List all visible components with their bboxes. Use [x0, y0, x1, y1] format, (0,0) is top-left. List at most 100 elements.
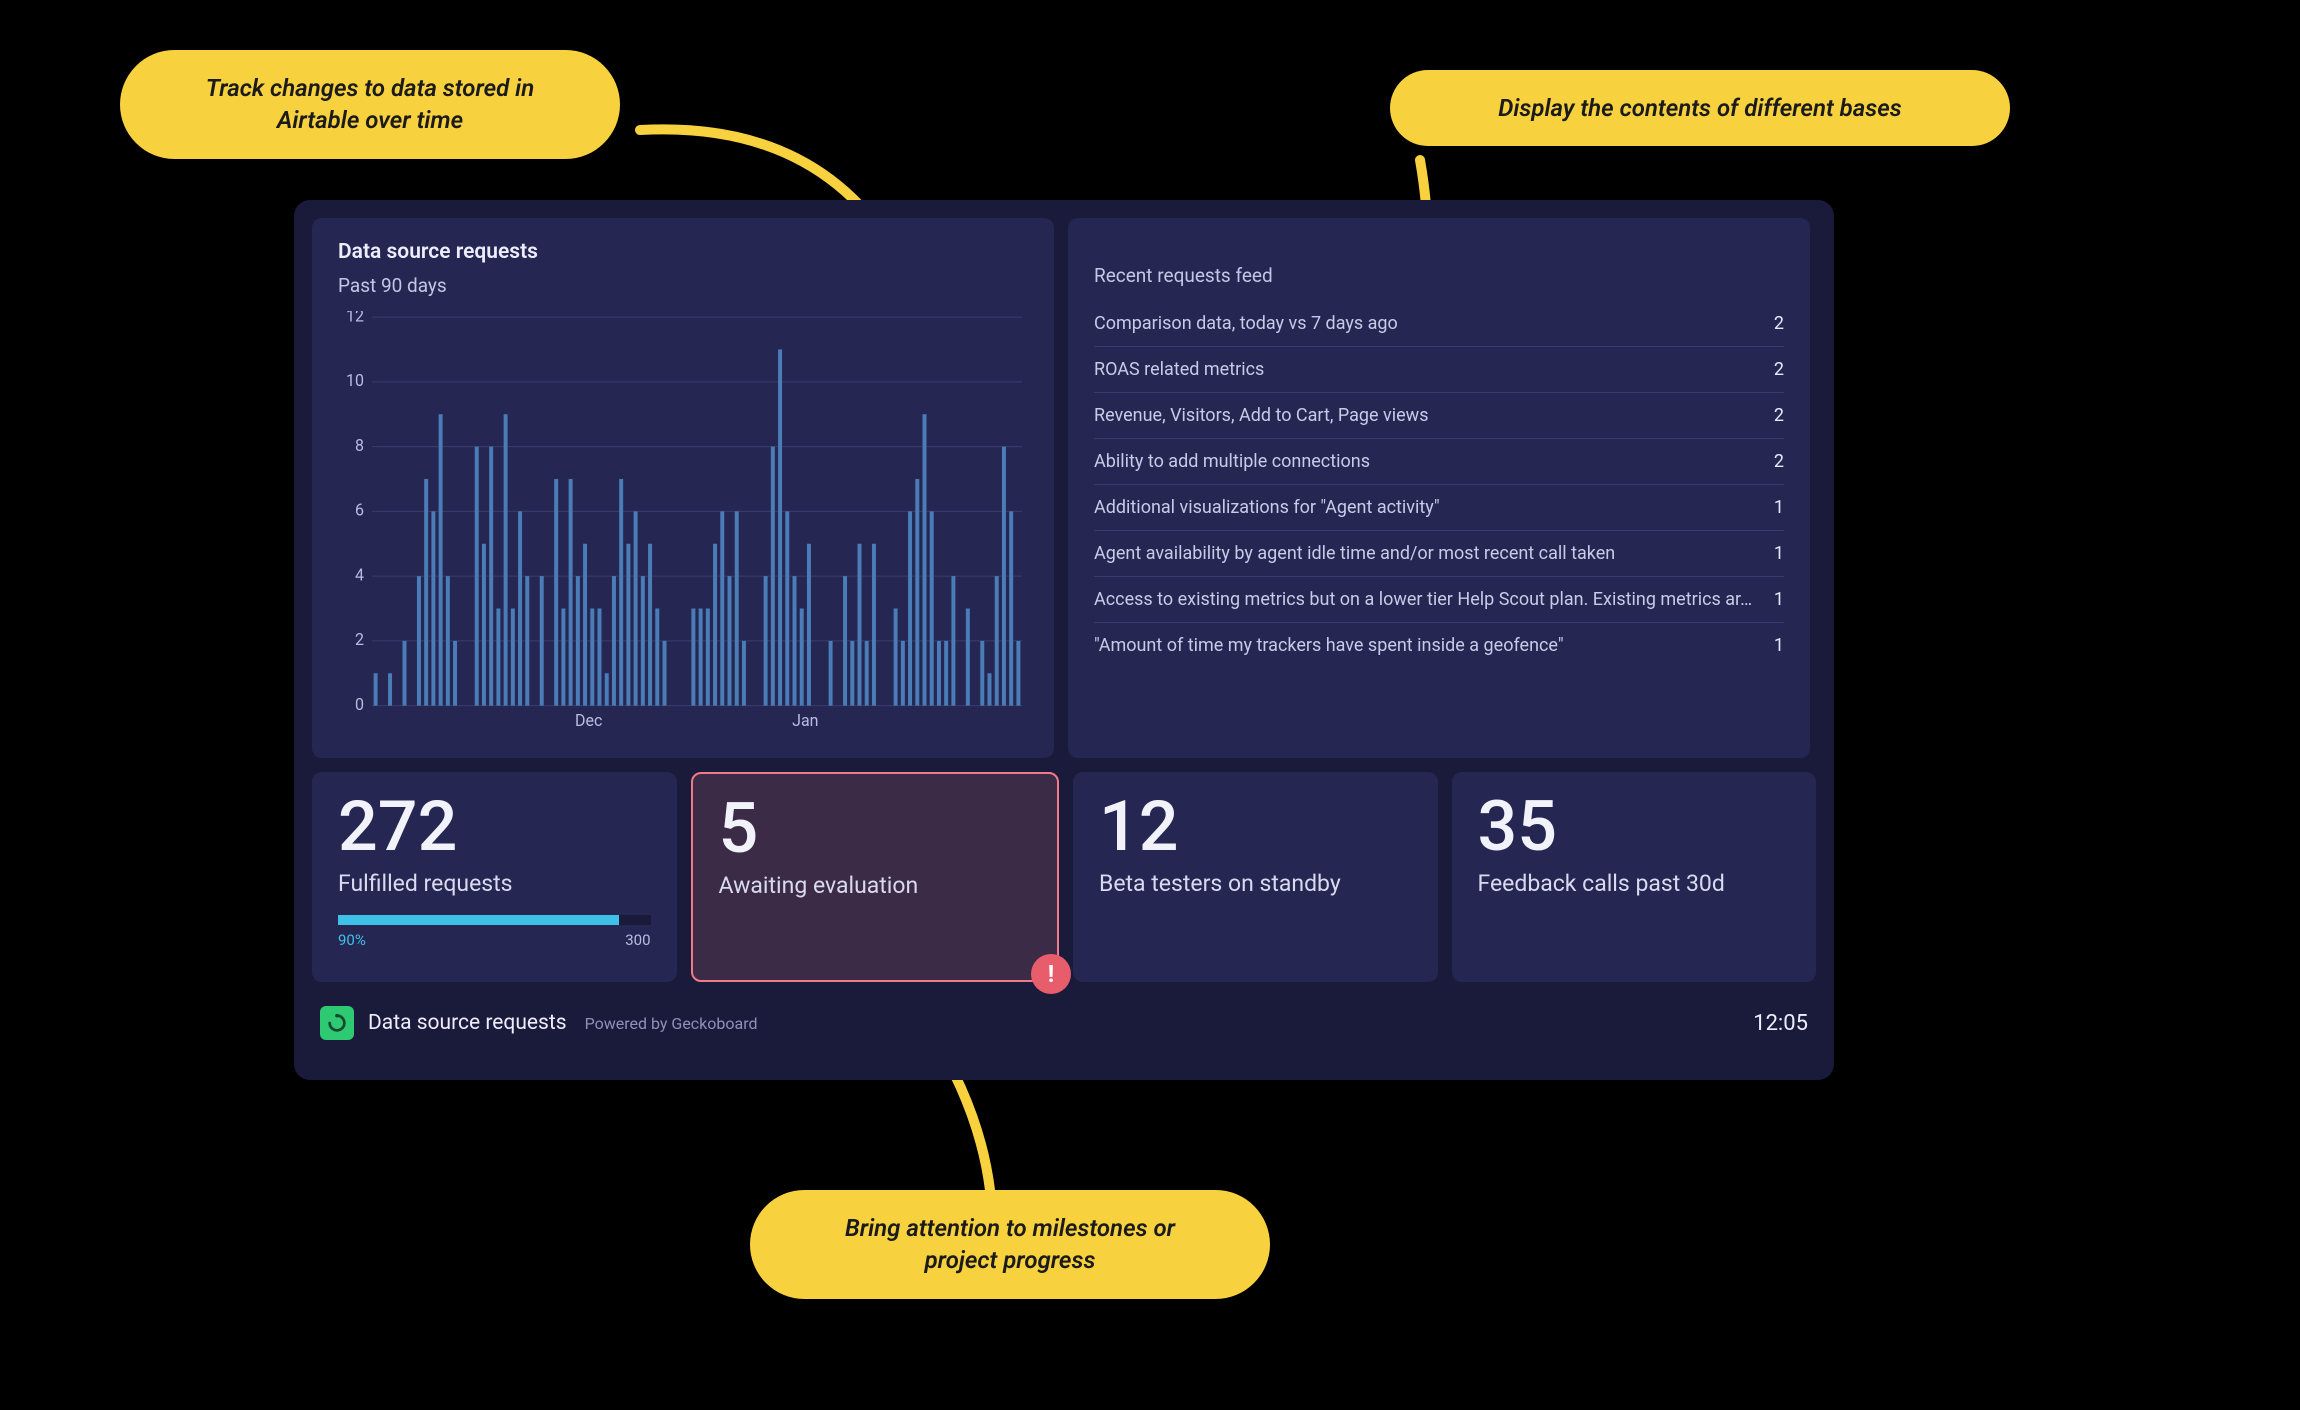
- chart-bar: [1016, 641, 1020, 706]
- chart-bar: [554, 479, 558, 706]
- progress-right-label: 300: [625, 931, 650, 949]
- chart-subtitle: Past 90 days: [338, 274, 1028, 297]
- chart-title: Data source requests: [338, 240, 1028, 264]
- chart-bar: [612, 576, 616, 706]
- svg-text:Dec: Dec: [575, 711, 602, 730]
- chart-bar: [728, 576, 732, 706]
- chart-bar: [511, 609, 515, 706]
- chart-bar: [576, 576, 580, 706]
- chart-bar: [908, 511, 912, 705]
- chart-bar: [706, 609, 710, 706]
- chart-bar: [930, 511, 934, 705]
- logo-icon: [320, 1006, 354, 1040]
- feed-row[interactable]: "Amount of time my trackers have spent i…: [1094, 623, 1784, 668]
- stat-feedback-value: 35: [1478, 792, 1791, 862]
- feed-row[interactable]: Ability to add multiple connections2: [1094, 439, 1784, 485]
- stat-feedback-label: Feedback calls past 30d: [1478, 870, 1791, 897]
- chart-bar: [829, 641, 833, 706]
- alert-icon: !: [1031, 954, 1071, 994]
- chart-bar: [691, 609, 695, 706]
- feed-row-label: Access to existing metrics but on a lowe…: [1094, 589, 1774, 610]
- chart-bar: [1009, 511, 1013, 705]
- stat-fulfilled-value: 272: [338, 792, 651, 862]
- svg-text:6: 6: [355, 501, 364, 520]
- feed-row-label: ROAS related metrics: [1094, 359, 1774, 380]
- svg-text:10: 10: [346, 371, 364, 390]
- chart-bar: [735, 511, 739, 705]
- stat-fulfilled-label: Fulfilled requests: [338, 870, 651, 897]
- feed-row-count: 2: [1774, 451, 1784, 472]
- chart-bar: [561, 609, 565, 706]
- chart-bar: [764, 576, 768, 706]
- chart-bar: [504, 414, 508, 705]
- chart-bar: [641, 576, 645, 706]
- chart-bar: [995, 576, 999, 706]
- chart-bar: [850, 641, 854, 706]
- chart-bar: [388, 673, 392, 705]
- chart-bar: [800, 609, 804, 706]
- feed-row[interactable]: Agent availability by agent idle time an…: [1094, 531, 1784, 577]
- feed-row[interactable]: Additional visualizations for "Agent act…: [1094, 485, 1784, 531]
- svg-text:0: 0: [355, 695, 364, 714]
- chart-bar: [944, 641, 948, 706]
- stat-fulfilled: 272 Fulfilled requests 90% 300: [312, 772, 677, 982]
- chart-bar: [951, 576, 955, 706]
- svg-text:8: 8: [355, 436, 364, 455]
- chart-bar: [778, 349, 782, 705]
- stat-awaiting: 5 Awaiting evaluation !: [691, 772, 1060, 982]
- svg-text:12: 12: [346, 311, 364, 325]
- chart-bar: [403, 641, 407, 706]
- chart-bar: [619, 479, 623, 706]
- stat-beta-label: Beta testers on standby: [1099, 870, 1412, 897]
- chart-bar: [872, 544, 876, 706]
- chart-bar: [720, 511, 724, 705]
- feed-row-label: Agent availability by agent idle time an…: [1094, 543, 1774, 564]
- chart-bar: [663, 641, 667, 706]
- footer-time: 12:05: [1753, 1011, 1808, 1036]
- chart-bar: [446, 576, 450, 706]
- feed-row-count: 1: [1774, 543, 1784, 564]
- stat-beta: 12 Beta testers on standby: [1073, 772, 1438, 982]
- chart-bar: [583, 544, 587, 706]
- feed-row-count: 1: [1774, 635, 1784, 656]
- chart-bar: [793, 576, 797, 706]
- feed-row-count: 2: [1774, 405, 1784, 426]
- feed-row[interactable]: Comparison data, today vs 7 days ago2: [1094, 301, 1784, 347]
- feed-panel: Recent requests feed Comparison data, to…: [1068, 218, 1810, 758]
- feed-row[interactable]: ROAS related metrics2: [1094, 347, 1784, 393]
- dashboard-footer: Data source requests Powered by Geckoboa…: [312, 996, 1816, 1040]
- progress-fill: [338, 915, 619, 925]
- chart-bar: [1002, 447, 1006, 706]
- stat-row: 272 Fulfilled requests 90% 300 5 Awaitin…: [312, 772, 1816, 982]
- chart-bar: [598, 609, 602, 706]
- chart-bar: [634, 511, 638, 705]
- chart-bar: [489, 447, 493, 706]
- feed-row-label: Comparison data, today vs 7 days ago: [1094, 313, 1774, 334]
- chart-bar: [453, 641, 457, 706]
- chart-bar: [699, 609, 703, 706]
- chart-bar: [590, 609, 594, 706]
- chart-bar: [980, 641, 984, 706]
- feed-row-label: "Amount of time my trackers have spent i…: [1094, 635, 1774, 656]
- chart-bar: [785, 511, 789, 705]
- chart-bar: [937, 641, 941, 706]
- feed-row[interactable]: Revenue, Visitors, Add to Cart, Page vie…: [1094, 393, 1784, 439]
- chart-bar: [865, 641, 869, 706]
- stat-feedback: 35 Feedback calls past 30d: [1452, 772, 1817, 982]
- chart-bar: [771, 447, 775, 706]
- progress-left-label: 90%: [338, 931, 366, 949]
- bar-chart: 024681012DecJan: [338, 311, 1028, 736]
- feed-row[interactable]: Access to existing metrics but on a lowe…: [1094, 577, 1784, 623]
- chart-bar: [518, 511, 522, 705]
- chart-bar: [424, 479, 428, 706]
- footer-title: Data source requests: [368, 1011, 567, 1035]
- callout-bottom: Bring attention to milestones orproject …: [750, 1190, 1270, 1299]
- feed-row-label: Additional visualizations for "Agent act…: [1094, 497, 1774, 518]
- callout-topleft: Track changes to data stored inAirtable …: [120, 50, 620, 159]
- chart-bar: [540, 576, 544, 706]
- feed-list: Comparison data, today vs 7 days ago2ROA…: [1094, 301, 1784, 736]
- footer-subtitle: Powered by Geckoboard: [585, 1014, 758, 1033]
- chart-bar: [417, 576, 421, 706]
- stat-awaiting-label: Awaiting evaluation: [719, 872, 1032, 899]
- chart-bar: [496, 609, 500, 706]
